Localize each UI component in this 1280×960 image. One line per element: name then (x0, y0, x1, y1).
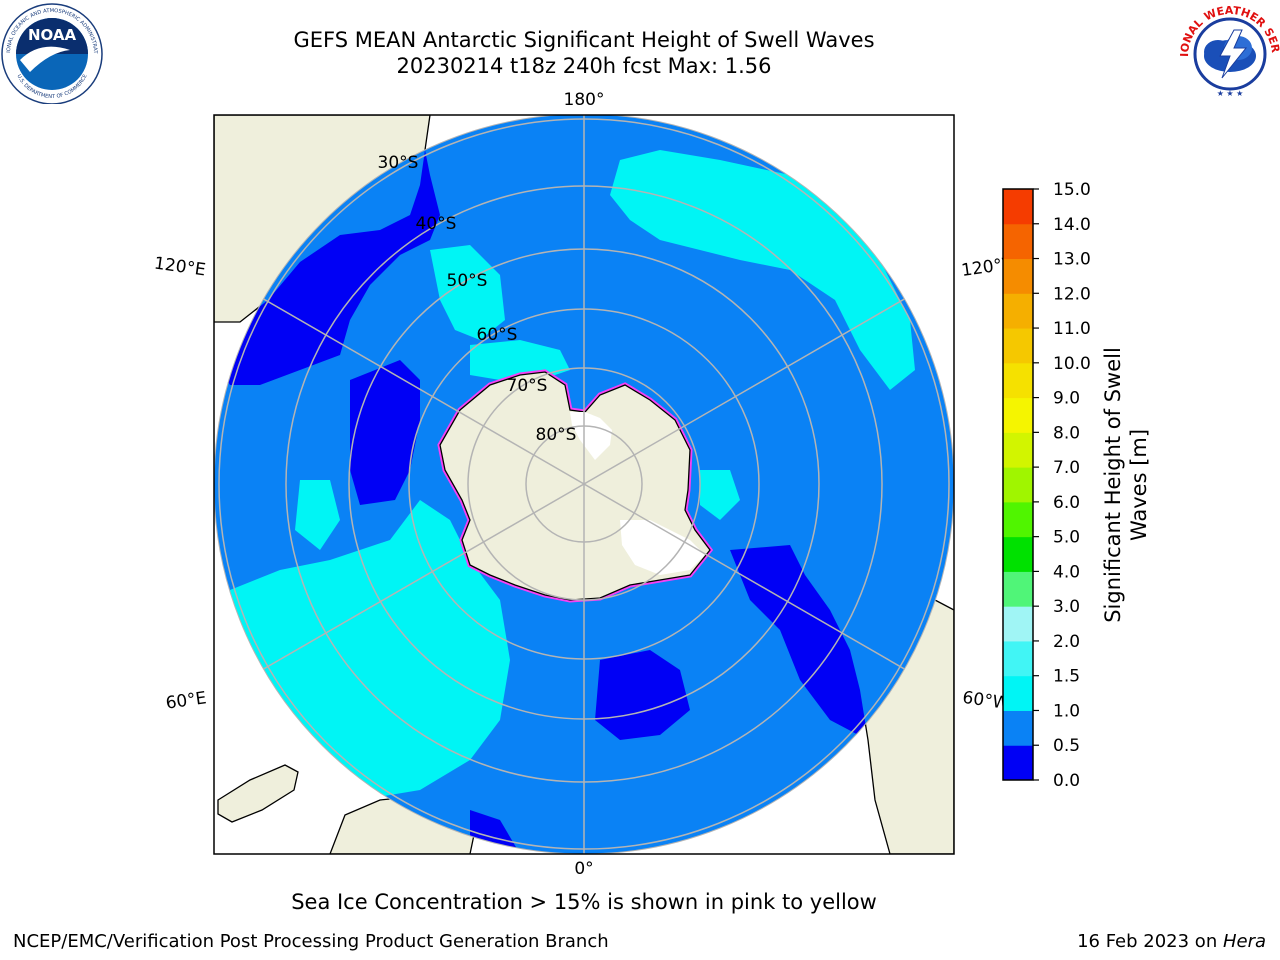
swell-patch-nz (430, 245, 505, 340)
low-swell-indian (350, 360, 420, 505)
colorbar-tick-label: 10.0 (1053, 354, 1091, 374)
colorbar-tick-label: 6.0 (1053, 493, 1080, 513)
longitude-line (214, 223, 585, 485)
colorbar-title-line-2: Waves [m] (1127, 429, 1151, 541)
map-frame (213, 114, 955, 855)
colorbar-swatch (1003, 536, 1033, 572)
graticule (214, 115, 954, 854)
colorbar-title-line-1: Significant Height of Swell (1101, 347, 1125, 623)
colorbar-swatch (1003, 606, 1033, 642)
footer-date: 16 Feb 2023 on Hera (1077, 931, 1266, 952)
colorbar-tick-label: 1.5 (1053, 667, 1080, 687)
lat-label: 80°S (536, 425, 577, 445)
colorbar-frame (1002, 188, 1034, 781)
colorbar-swatch (1003, 223, 1033, 260)
ross-ice-shelf (570, 412, 612, 460)
low-swell-australia (214, 150, 440, 385)
lon-label-60e: 60°E (165, 688, 208, 713)
colorbar-swatch (1003, 571, 1033, 607)
sea-ice-note: Sea Ice Concentration > 15% is shown in … (291, 890, 877, 914)
colorbar-swatch (1003, 675, 1033, 711)
colorbar-swatch (1003, 397, 1033, 433)
colorbar-tick-label: 7.0 (1053, 458, 1080, 478)
swell-patch-drake (700, 470, 740, 520)
title-line-1: GEFS MEAN Antarctic Significant Height o… (293, 28, 875, 52)
colorbar-tick-label: 3.0 (1053, 597, 1080, 617)
colorbar-tick-label: 2.0 (1053, 632, 1080, 652)
colorbar-swatch (1003, 189, 1033, 225)
colorbar-tick-label: 15.0 (1053, 180, 1091, 200)
colorbar-tick-label: 9.0 (1053, 389, 1080, 409)
lat-label: 60°S (477, 325, 518, 345)
lat-label: 50°S (447, 271, 488, 291)
lat-label: 70°S (507, 376, 548, 396)
lon-label-0: 0° (574, 859, 593, 879)
longitude-line (214, 483, 585, 745)
footer-host: Hera (1222, 931, 1266, 952)
colorbar-swatch (1003, 362, 1033, 399)
nws-logo: NATIONAL WEATHER SERVICE ★ ★ ★ (1176, 0, 1280, 103)
lat-label: 40°S (416, 214, 457, 234)
colorbar-tick-label: 0.5 (1053, 736, 1080, 756)
colorbar-tick-label: 12.0 (1053, 284, 1091, 304)
colorbar-tick-label: 0.0 (1053, 771, 1080, 791)
colorbar-tick-label: 14.0 (1053, 215, 1091, 235)
colorbar-tick-label: 13.0 (1053, 250, 1091, 270)
lon-label-120e: 120°E (153, 253, 207, 280)
longitude-line (583, 483, 954, 745)
colorbar-swatch (1003, 293, 1033, 329)
colorbar: 0.0 0.5 1.0 1.5 2.0 3.0 4.0 5.0 6.0 7.0 8.0 9.0 10.0… (1002, 180, 1151, 791)
colorbar-swatch (1003, 501, 1033, 538)
colorbar-swatch (1003, 432, 1033, 468)
longitude-line (583, 223, 954, 485)
madagascar-land (217, 764, 299, 823)
footer-branch: NCEP/EMC/Verification Post Processing Pr… (13, 931, 609, 952)
svg-text:★ ★ ★: ★ ★ ★ (1217, 89, 1244, 98)
colorbar-swatch (1003, 467, 1033, 503)
map-area (214, 115, 954, 854)
lon-label-180: 180° (564, 90, 605, 110)
swell-patch-sw (295, 480, 340, 550)
colorbar-swatch (1003, 710, 1033, 746)
colorbar-swatch (1003, 258, 1033, 294)
footer-date-text: 16 Feb 2023 on (1077, 931, 1223, 952)
colorbar-swatch (1003, 640, 1033, 677)
low-swell-south-atlantic (595, 650, 690, 740)
noaa-logo-text: NOAA (28, 26, 77, 44)
weddell-ice (620, 520, 705, 575)
title-line-2: 20230214 t18z 240h fcst Max: 1.56 (396, 54, 772, 78)
colorbar-swatch (1003, 328, 1033, 364)
colorbar-tick-label: 1.0 (1053, 701, 1080, 721)
noaa-logo: NOAA NATIONAL OCEANIC AND ATMOSPHERIC AD… (0, 0, 103, 104)
low-swell-south-america (730, 545, 868, 740)
latitude-labels: 30°S 40°S 50°S 60°S 70°S 80°S (378, 153, 577, 445)
colorbar-tick-label: 11.0 (1053, 319, 1091, 339)
colorbar-tick-label: 5.0 (1053, 528, 1080, 548)
colorbar-tick-label: 4.0 (1053, 562, 1080, 582)
lat-label: 30°S (378, 153, 419, 173)
colorbar-tick-label: 8.0 (1053, 423, 1080, 443)
colorbar-swatch (1003, 745, 1033, 781)
